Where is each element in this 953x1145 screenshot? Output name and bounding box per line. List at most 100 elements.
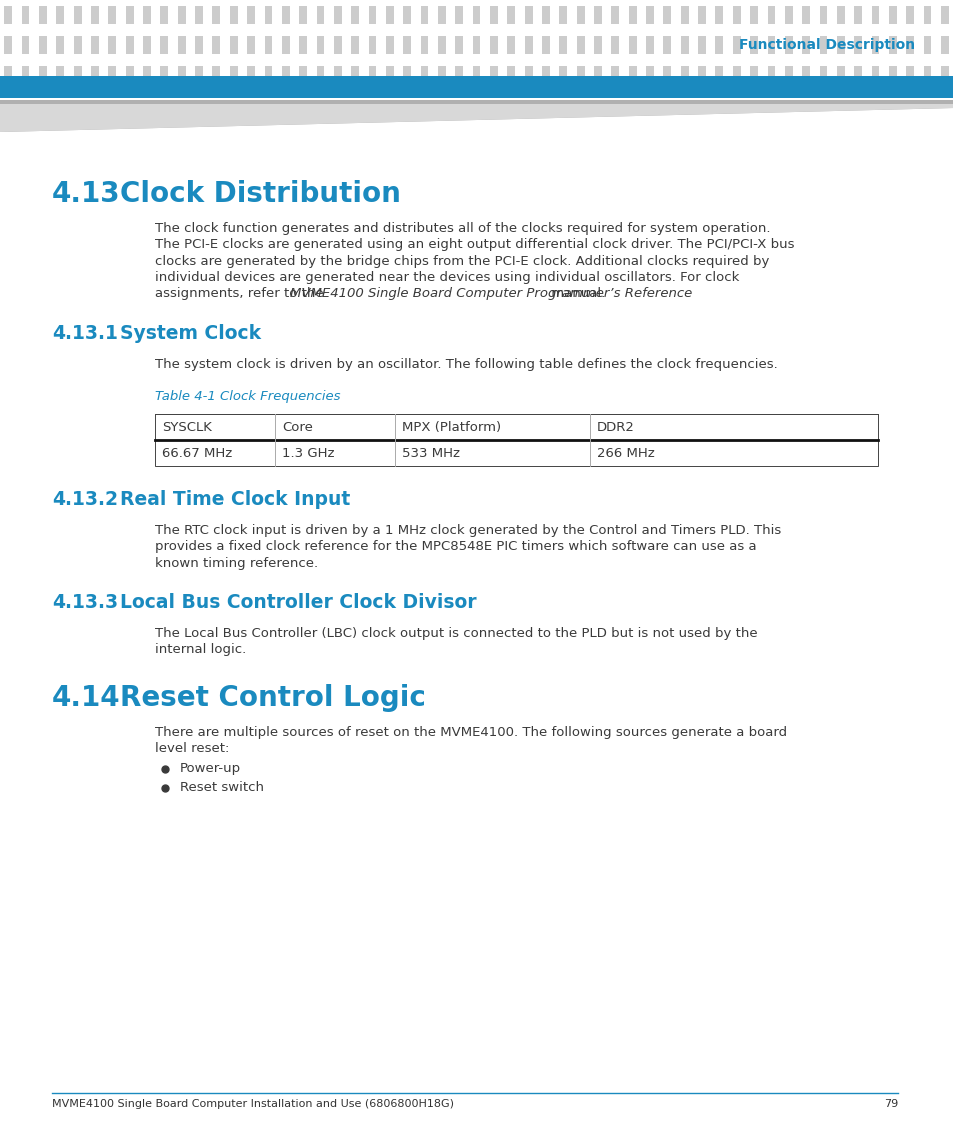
Text: 266 MHz: 266 MHz [597,447,654,459]
Bar [264,66,272,84]
Bar [316,66,324,84]
Bar [611,35,618,54]
Bar [143,6,151,24]
Bar [905,6,913,24]
Bar [594,66,601,84]
Bar [558,6,567,24]
Bar [732,66,740,84]
Bar [490,6,497,24]
Bar [368,35,376,54]
Bar [316,6,324,24]
Bar [680,66,688,84]
Bar [386,66,394,84]
Bar [541,35,549,54]
Bar [662,66,671,84]
Bar [195,66,203,84]
Bar [368,6,376,24]
Bar [39,66,47,84]
Text: Reset Control Logic: Reset Control Logic [120,684,425,712]
Bar [853,66,862,84]
Text: 4.14: 4.14 [52,684,120,712]
Bar [836,35,843,54]
Text: Real Time Clock Input: Real Time Clock Input [120,490,350,510]
Bar [230,66,237,84]
Bar [39,35,47,54]
Text: Local Bus Controller Clock Divisor: Local Bus Controller Clock Divisor [120,593,476,613]
Bar [56,66,64,84]
Bar [403,6,411,24]
Bar [905,35,913,54]
Bar [490,66,497,84]
Bar [836,6,843,24]
Bar [455,66,462,84]
Bar [472,35,480,54]
Bar [455,6,462,24]
Text: Power-up: Power-up [180,763,241,775]
Text: 66.67 MHz: 66.67 MHz [162,447,232,459]
Text: Functional Description: Functional Description [739,38,914,52]
Bar [264,6,272,24]
Bar [437,35,445,54]
Bar [22,6,30,24]
Text: Core: Core [282,420,313,434]
Bar [853,35,862,54]
Polygon shape [0,104,953,132]
Bar [437,6,445,24]
Bar [645,6,653,24]
Bar [316,35,324,54]
Bar [836,66,843,84]
Text: 4.13: 4.13 [52,180,120,208]
Bar [801,35,809,54]
Bar [577,35,584,54]
Bar [888,66,896,84]
Bar [437,66,445,84]
Bar [334,35,341,54]
Bar [56,35,64,54]
Bar [126,35,133,54]
Bar [143,66,151,84]
Bar [91,6,99,24]
Text: individual devices are generated near the devices using individual oscillators. : individual devices are generated near th… [154,271,739,284]
Bar [230,6,237,24]
Bar [923,35,930,54]
Bar [386,6,394,24]
Bar [5,66,12,84]
Bar [819,66,826,84]
Bar [5,6,12,24]
Bar [577,66,584,84]
Bar [628,6,636,24]
Bar [784,66,792,84]
Bar [420,6,428,24]
Bar [177,66,186,84]
Bar [871,66,879,84]
Bar [109,6,116,24]
Bar [264,35,272,54]
Bar [645,35,653,54]
Bar [628,35,636,54]
Bar [507,66,515,84]
Bar [819,6,826,24]
Bar [351,6,358,24]
Text: System Clock: System Clock [120,324,261,342]
Text: The clock function generates and distributes all of the clocks required for syst: The clock function generates and distrib… [154,222,770,235]
Bar [351,66,358,84]
Bar [698,6,705,24]
Bar [819,35,826,54]
Text: DDR2: DDR2 [597,420,634,434]
Bar [299,6,307,24]
Text: known timing reference.: known timing reference. [154,556,317,570]
Bar [767,6,775,24]
Bar [281,66,290,84]
Bar [749,66,758,84]
Bar [5,35,12,54]
Bar [386,35,394,54]
Text: SYSCLK: SYSCLK [162,420,212,434]
Text: level reset:: level reset: [154,742,229,755]
Bar [507,35,515,54]
Bar [213,35,220,54]
Bar [154,414,877,466]
Bar [940,35,948,54]
Bar [871,6,879,24]
Bar [472,6,480,24]
Bar [749,35,758,54]
